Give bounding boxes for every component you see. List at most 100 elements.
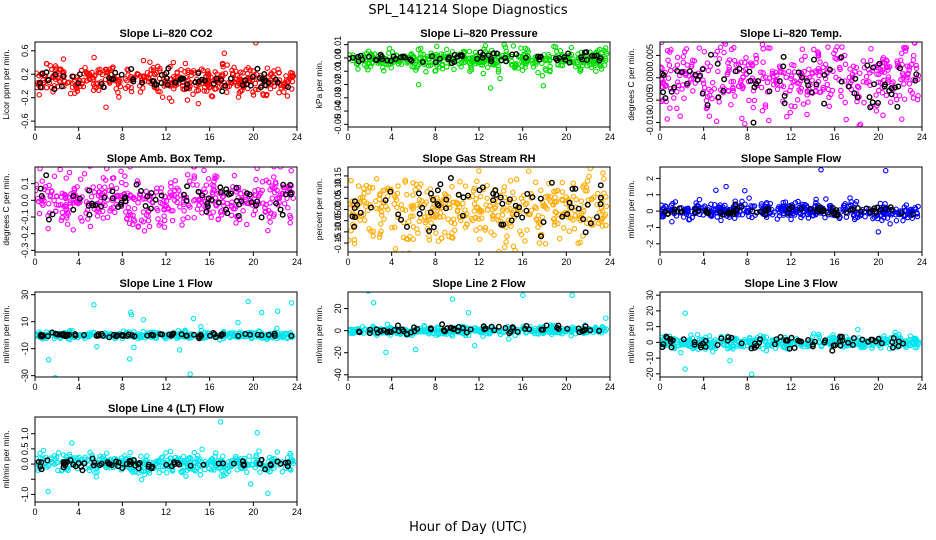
data-point <box>361 217 368 224</box>
data-point <box>884 211 890 217</box>
data-point <box>361 185 367 192</box>
reference-point <box>56 331 63 338</box>
panel-title: Slope Line 2 Flow <box>433 278 526 290</box>
data-point <box>569 292 575 298</box>
data-point <box>507 177 514 184</box>
reference-point <box>728 334 735 341</box>
y-axis-label: degrees C per min. <box>1 173 11 245</box>
data-point <box>511 65 518 71</box>
data-point <box>59 209 66 216</box>
data-point <box>602 45 609 51</box>
data-point <box>97 162 101 166</box>
data-point <box>689 62 695 68</box>
data-point <box>777 204 784 211</box>
data-point <box>696 45 703 51</box>
data-point <box>426 237 433 243</box>
x-tick-label: 8 <box>433 132 438 142</box>
data-point <box>602 328 608 334</box>
data-point <box>145 217 152 224</box>
reference-point <box>164 81 171 88</box>
data-point <box>349 330 356 336</box>
reference-point <box>219 331 226 338</box>
data-point <box>890 79 896 85</box>
data-point <box>730 78 737 85</box>
data-point <box>149 199 156 206</box>
data-point <box>55 467 61 474</box>
data-point <box>664 116 671 122</box>
data-point <box>881 214 887 221</box>
x-tick-label: 12 <box>786 132 796 142</box>
reference-point <box>714 342 721 349</box>
data-point <box>901 44 907 51</box>
data-point <box>830 332 836 338</box>
y-tick-label: -2 <box>645 240 655 248</box>
data-point <box>857 341 863 348</box>
point-cloud <box>35 298 296 377</box>
data-point <box>235 319 241 326</box>
data-point <box>363 182 370 189</box>
y-tick-label: 0.01 <box>333 36 343 54</box>
data-point <box>843 343 850 349</box>
x-tick-label: 20 <box>873 257 883 267</box>
data-point <box>728 101 734 108</box>
data-point <box>874 71 880 77</box>
reference-point <box>441 328 448 335</box>
y-tick-label: -0.2 <box>20 90 30 106</box>
data-point <box>156 222 162 228</box>
x-tick-label: 0 <box>32 257 37 267</box>
data-point <box>742 187 748 194</box>
data-point <box>127 449 133 456</box>
data-point <box>665 57 671 64</box>
data-point <box>520 292 526 299</box>
reference-point <box>261 71 268 78</box>
data-point <box>912 204 918 211</box>
data-point <box>856 122 862 127</box>
data-point <box>178 66 184 73</box>
data-point <box>385 206 391 213</box>
reference-point <box>254 331 261 338</box>
y-tick-label: -0.1 <box>20 209 30 225</box>
data-point <box>287 214 294 221</box>
x-tick-label: 16 <box>830 132 840 142</box>
reference-point <box>909 211 916 218</box>
data-point <box>389 224 395 231</box>
data-point <box>127 212 134 218</box>
data-point <box>867 70 873 76</box>
data-point <box>475 216 482 222</box>
data-point <box>823 196 829 202</box>
data-point <box>93 85 99 91</box>
data-point <box>180 453 187 460</box>
data-point <box>233 220 239 226</box>
reference-point <box>86 187 93 194</box>
data-point <box>138 217 145 224</box>
y-axis-label: percent per min. <box>314 179 324 240</box>
reference-point <box>548 179 555 186</box>
reference-point <box>588 53 595 60</box>
data-point <box>786 68 792 75</box>
data-point <box>680 53 687 60</box>
data-point <box>863 73 870 80</box>
data-point <box>191 175 198 181</box>
data-point <box>545 51 551 58</box>
data-point <box>435 238 442 244</box>
data-point <box>58 217 65 224</box>
data-point <box>427 186 434 192</box>
data-point <box>599 208 606 214</box>
data-point <box>270 213 277 219</box>
data-point <box>713 187 719 194</box>
data-point <box>462 213 468 219</box>
reference-point <box>811 56 818 63</box>
data-point <box>753 59 759 66</box>
y-tick-label: -0.01 <box>333 61 343 82</box>
data-point <box>240 208 246 214</box>
data-point <box>587 167 594 172</box>
reference-point <box>565 50 572 57</box>
data-point <box>131 205 138 212</box>
data-point <box>474 328 480 334</box>
reference-point <box>121 195 128 202</box>
y-tick-label: -0.03 <box>333 88 343 109</box>
data-point <box>130 212 136 219</box>
data-point <box>187 204 193 210</box>
reference-point <box>118 71 125 78</box>
data-point <box>155 88 161 95</box>
